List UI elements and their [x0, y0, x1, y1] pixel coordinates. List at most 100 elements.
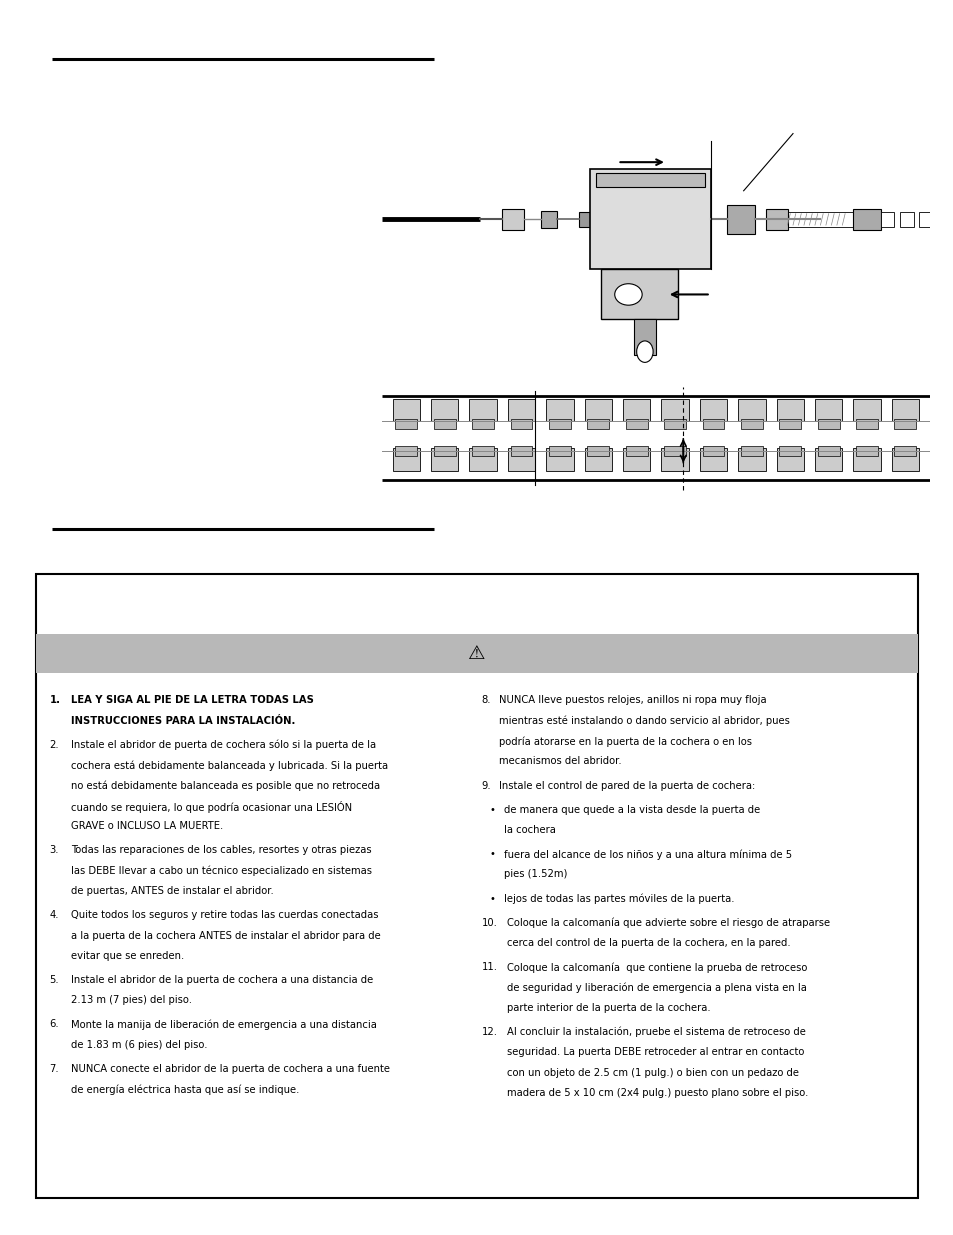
Bar — [507, 399, 535, 421]
Text: 7.: 7. — [50, 1065, 59, 1074]
Bar — [918, 212, 932, 226]
Bar — [587, 419, 609, 429]
Bar — [545, 399, 573, 421]
Bar — [434, 419, 456, 429]
Text: cochera está debidamente balanceada y lubricada. Si la puerta: cochera está debidamente balanceada y lu… — [71, 760, 387, 771]
Text: 4.: 4. — [50, 910, 59, 920]
Bar — [36, 574, 917, 1198]
Bar — [740, 419, 762, 429]
Text: Coloque la calcomanía que advierte sobre el riesgo de atraparse: Coloque la calcomanía que advierte sobre… — [506, 918, 829, 929]
Ellipse shape — [614, 284, 641, 305]
Text: 5.: 5. — [50, 976, 59, 986]
Bar — [548, 419, 570, 429]
Bar — [36, 634, 917, 673]
Text: con un objeto de 2.5 cm (1 pulg.) o bien con un pedazo de: con un objeto de 2.5 cm (1 pulg.) o bien… — [506, 1068, 798, 1078]
Text: 2.13 m (7 pies) del piso.: 2.13 m (7 pies) del piso. — [71, 995, 192, 1005]
Bar — [852, 209, 880, 230]
Bar — [393, 448, 419, 471]
Bar — [625, 419, 647, 429]
Bar — [431, 448, 458, 471]
Bar — [584, 399, 612, 421]
Bar — [600, 269, 677, 320]
Bar — [622, 448, 650, 471]
Text: cerca del control de la puerta de la cochera, en la pared.: cerca del control de la puerta de la coc… — [506, 939, 789, 948]
Text: Quite todos los seguros y retire todas las cuerdas conectadas: Quite todos los seguros y retire todas l… — [71, 910, 377, 920]
Bar — [891, 399, 919, 421]
Bar — [469, 448, 497, 471]
Text: no está debidamente balanceada es posible que no retroceda: no está debidamente balanceada es posibl… — [71, 781, 379, 792]
Bar — [738, 448, 765, 471]
Bar — [776, 399, 803, 421]
Bar — [472, 419, 494, 429]
Bar — [740, 446, 762, 456]
Bar — [663, 446, 685, 456]
Text: pies (1.52m): pies (1.52m) — [503, 869, 566, 879]
Text: evitar que se enreden.: evitar que se enreden. — [71, 951, 184, 961]
Bar — [633, 320, 656, 356]
Text: 1.: 1. — [50, 695, 61, 705]
Text: Todas las reparaciones de los cables, resortes y otras piezas: Todas las reparaciones de los cables, re… — [71, 846, 371, 856]
Bar — [700, 399, 726, 421]
Text: 12.: 12. — [481, 1028, 497, 1037]
Bar — [584, 448, 612, 471]
Text: mientras esté instalando o dando servicio al abridor, pues: mientras esté instalando o dando servici… — [498, 716, 789, 726]
Text: a la puerta de la cochera ANTES de instalar el abridor para de: a la puerta de la cochera ANTES de insta… — [71, 931, 380, 941]
Bar — [395, 419, 416, 429]
Text: Coloque la calcomanía  que contiene la prueba de retroceso: Coloque la calcomanía que contiene la pr… — [506, 962, 806, 973]
Text: madera de 5 x 10 cm (2x4 pulg.) puesto plano sobre el piso.: madera de 5 x 10 cm (2x4 pulg.) puesto p… — [506, 1088, 807, 1098]
Bar — [891, 448, 919, 471]
Text: •: • — [489, 805, 495, 815]
Bar — [700, 448, 726, 471]
Text: mecanismos del abridor.: mecanismos del abridor. — [498, 756, 621, 767]
Text: INSTRUCCIONES PARA LA INSTALACIÓN.: INSTRUCCIONES PARA LA INSTALACIÓN. — [71, 716, 294, 726]
Text: de 1.83 m (6 pies) del piso.: de 1.83 m (6 pies) del piso. — [71, 1040, 207, 1050]
Bar — [660, 448, 688, 471]
Bar — [589, 169, 710, 269]
Text: Instale el abridor de la puerta de cochera a una distancia de: Instale el abridor de la puerta de coche… — [71, 976, 373, 986]
Bar — [395, 446, 416, 456]
Bar — [814, 399, 841, 421]
Bar — [852, 399, 880, 421]
Bar — [894, 446, 916, 456]
Bar — [855, 446, 877, 456]
Bar — [738, 399, 765, 421]
Bar — [899, 212, 913, 226]
Bar — [472, 446, 494, 456]
Bar — [701, 419, 723, 429]
Bar — [578, 212, 592, 226]
Bar — [622, 399, 650, 421]
Bar — [855, 419, 877, 429]
Text: fuera del alcance de los niños y a una altura mínima de 5: fuera del alcance de los niños y a una a… — [503, 850, 791, 860]
Text: 10.: 10. — [481, 918, 497, 927]
Text: NUNCA conecte el abridor de la puerta de cochera a una fuente: NUNCA conecte el abridor de la puerta de… — [71, 1065, 389, 1074]
Bar — [510, 419, 532, 429]
Bar — [393, 399, 419, 421]
Text: NUNCA lleve puestos relojes, anillos ni ropa muy floja: NUNCA lleve puestos relojes, anillos ni … — [498, 695, 766, 705]
Bar — [587, 446, 609, 456]
Text: •: • — [489, 850, 495, 860]
Text: Al concluir la instalación, pruebe el sistema de retroceso de: Al concluir la instalación, pruebe el si… — [506, 1028, 804, 1037]
Bar — [660, 399, 688, 421]
Bar — [434, 446, 456, 456]
Text: de manera que quede a la vista desde la puerta de: de manera que quede a la vista desde la … — [503, 805, 760, 815]
Text: de puertas, ANTES de instalar el abridor.: de puertas, ANTES de instalar el abridor… — [71, 887, 274, 897]
Bar — [507, 448, 535, 471]
Bar — [765, 209, 787, 230]
Text: las DEBE llevar a cabo un técnico especializado en sistemas: las DEBE llevar a cabo un técnico especi… — [71, 866, 372, 877]
Bar — [540, 211, 557, 228]
Text: la cochera: la cochera — [503, 825, 555, 835]
Circle shape — [636, 341, 653, 362]
Bar — [701, 446, 723, 456]
Bar — [880, 212, 894, 226]
Text: Instale el control de pared de la puerta de cochera:: Instale el control de pared de la puerta… — [498, 781, 755, 790]
Bar — [814, 448, 841, 471]
Text: cuando se requiera, lo que podría ocasionar una LESIÓN: cuando se requiera, lo que podría ocasio… — [71, 802, 352, 813]
Bar — [625, 446, 647, 456]
Bar — [510, 446, 532, 456]
Bar — [779, 419, 801, 429]
Text: GRAVE o INCLUSO LA MUERTE.: GRAVE o INCLUSO LA MUERTE. — [71, 821, 223, 831]
Text: de energía eléctrica hasta que así se indique.: de energía eléctrica hasta que así se in… — [71, 1084, 298, 1095]
Text: parte interior de la puerta de la cochera.: parte interior de la puerta de la cocher… — [506, 1003, 709, 1013]
Bar — [663, 419, 685, 429]
Text: lejos de todas las partes móviles de la puerta.: lejos de todas las partes móviles de la … — [503, 894, 734, 904]
